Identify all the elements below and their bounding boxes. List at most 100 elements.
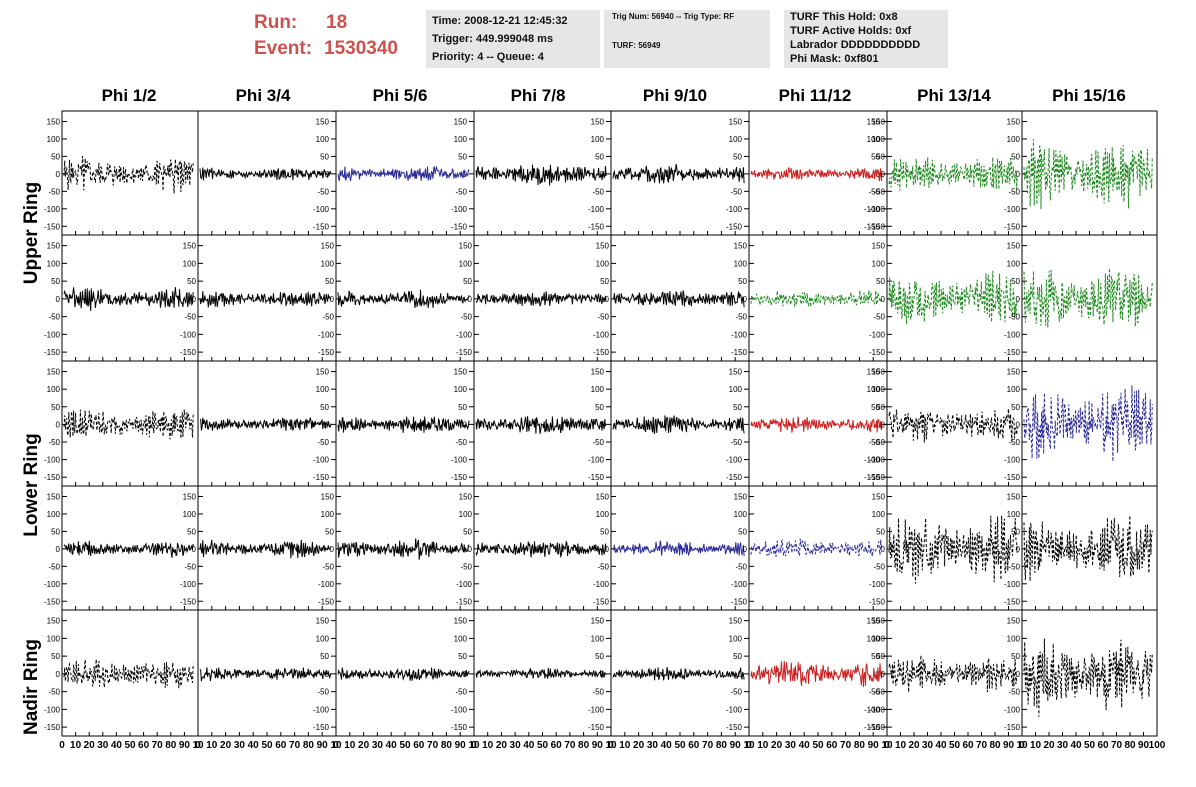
x-tick-label: 60 bbox=[551, 740, 563, 751]
x-tick-label: 10 bbox=[330, 740, 342, 751]
y-tick-label: 50 bbox=[871, 403, 880, 412]
waveform-trace bbox=[750, 290, 883, 308]
y-tick-label: 50 bbox=[51, 277, 60, 286]
y-tick-label: 100 bbox=[316, 634, 330, 643]
y-tick-label: 100 bbox=[1007, 510, 1021, 519]
y-tick-label: -150 bbox=[726, 723, 743, 732]
y-tick-label: -150 bbox=[44, 222, 61, 231]
y-tick-label: -50 bbox=[1008, 438, 1020, 447]
y-tick-label: 0 bbox=[192, 295, 197, 304]
waveform-trace bbox=[612, 163, 745, 184]
y-tick-label: -150 bbox=[1004, 473, 1021, 482]
event-label: Event: bbox=[254, 38, 313, 59]
x-tick-label: 40 bbox=[935, 740, 947, 751]
waveform-trace bbox=[475, 416, 607, 434]
waveform-trace bbox=[888, 515, 1018, 584]
y-tick-label: 50 bbox=[320, 403, 329, 412]
waveform-trace bbox=[199, 290, 332, 308]
y-tick-label: -100 bbox=[726, 205, 743, 214]
y-tick-label: 50 bbox=[320, 152, 329, 161]
x-tick-label: 90 bbox=[592, 740, 604, 751]
y-tick-label: -100 bbox=[318, 330, 335, 339]
y-tick-label: 150 bbox=[47, 117, 61, 126]
y-tick-label: -150 bbox=[869, 723, 886, 732]
x-tick-label: 60 bbox=[688, 740, 700, 751]
waveform-trace bbox=[750, 538, 883, 558]
x-tick-label: 10 bbox=[206, 740, 218, 751]
y-tick-label: -150 bbox=[869, 348, 886, 357]
y-tick-label: 150 bbox=[596, 492, 610, 501]
y-tick-label: 0 bbox=[881, 420, 886, 429]
x-tick-label: 0 bbox=[746, 740, 752, 751]
y-tick-label: -150 bbox=[869, 597, 886, 606]
y-tick-label: -150 bbox=[726, 222, 743, 231]
x-tick-label: 80 bbox=[303, 740, 315, 751]
y-tick-label: 0 bbox=[743, 295, 748, 304]
turf-hold-box: TURF This Hold: 0x8 TURF Active Holds: 0… bbox=[784, 10, 948, 68]
x-tick-label: 80 bbox=[441, 740, 453, 751]
y-tick-label: -50 bbox=[868, 438, 880, 447]
y-tick-label: -50 bbox=[592, 688, 604, 697]
waveform-trace bbox=[612, 540, 745, 557]
y-tick-label: -100 bbox=[1004, 205, 1021, 214]
y-tick-label: -100 bbox=[456, 330, 473, 339]
y-tick-label: 0 bbox=[56, 420, 61, 429]
x-tick-label: 40 bbox=[523, 740, 535, 751]
y-tick-label: -100 bbox=[869, 580, 886, 589]
y-tick-label: 150 bbox=[872, 368, 886, 377]
x-tick-label: 70 bbox=[1111, 740, 1123, 751]
x-tick-label: 40 bbox=[661, 740, 673, 751]
y-tick-label: 150 bbox=[316, 117, 330, 126]
x-tick-label: 30 bbox=[922, 740, 934, 751]
y-tick-label: -150 bbox=[1004, 222, 1021, 231]
y-tick-label: 100 bbox=[591, 135, 605, 144]
y-tick-label: 150 bbox=[454, 617, 468, 626]
y-tick-label: 50 bbox=[733, 652, 742, 661]
y-tick-label: -50 bbox=[48, 438, 60, 447]
x-tick-label: 40 bbox=[248, 740, 260, 751]
x-tick-label: 90 bbox=[455, 740, 467, 751]
x-tick-label: 50 bbox=[949, 740, 961, 751]
x-tick-label: 70 bbox=[152, 740, 164, 751]
y-tick-label: 50 bbox=[738, 277, 747, 286]
x-tick-label: 10 bbox=[70, 740, 82, 751]
y-tick-label: 150 bbox=[454, 368, 468, 377]
waveform-trace bbox=[337, 538, 470, 560]
y-tick-label: -100 bbox=[1004, 330, 1021, 339]
y-tick-label: 50 bbox=[733, 152, 742, 161]
y-tick-label: 100 bbox=[321, 510, 335, 519]
y-tick-label: 50 bbox=[600, 527, 609, 536]
y-tick-label: 0 bbox=[738, 670, 743, 679]
y-tick-label: -50 bbox=[730, 438, 742, 447]
waveform-trace bbox=[199, 539, 332, 559]
y-tick-label: 0 bbox=[330, 545, 335, 554]
y-tick-label: 150 bbox=[321, 242, 335, 251]
y-tick-label: 50 bbox=[51, 403, 60, 412]
waveform-trace bbox=[612, 666, 745, 681]
y-tick-label: -100 bbox=[44, 205, 61, 214]
y-tick-label: -150 bbox=[180, 348, 197, 357]
y-tick-label: 100 bbox=[867, 385, 881, 394]
y-tick-label: 50 bbox=[458, 652, 467, 661]
x-tick-label: 40 bbox=[799, 740, 811, 751]
y-tick-label: -50 bbox=[1008, 688, 1020, 697]
x-tick-label: 30 bbox=[647, 740, 659, 751]
x-tick-label: 10 bbox=[743, 740, 755, 751]
y-tick-label: 100 bbox=[1007, 259, 1021, 268]
time-trigger-box: Time: 2008-12-21 12:45:32 Trigger: 449.9… bbox=[426, 10, 600, 68]
x-tick-label: 70 bbox=[702, 740, 714, 751]
y-tick-label: 150 bbox=[316, 617, 330, 626]
y-tick-label: -50 bbox=[597, 313, 609, 322]
y-tick-label: -50 bbox=[592, 438, 604, 447]
y-tick-label: -150 bbox=[44, 348, 61, 357]
x-tick-label: 0 bbox=[608, 740, 614, 751]
x-tick-label: 90 bbox=[730, 740, 742, 751]
y-tick-label: 150 bbox=[729, 617, 743, 626]
y-tick-label: -100 bbox=[869, 330, 886, 339]
y-tick-label: -150 bbox=[318, 597, 335, 606]
y-tick-label: -150 bbox=[313, 473, 330, 482]
x-tick-label: 10 bbox=[344, 740, 356, 751]
y-tick-label: 0 bbox=[468, 295, 473, 304]
col-title-phi-3-4: Phi 3/4 bbox=[235, 86, 291, 105]
waveform-trace bbox=[1023, 385, 1153, 462]
